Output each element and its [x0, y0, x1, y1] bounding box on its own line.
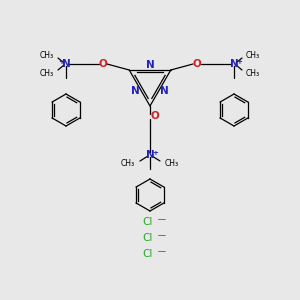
- Text: −: −: [157, 230, 167, 242]
- Text: +: +: [152, 150, 158, 156]
- Text: CH₃: CH₃: [40, 50, 54, 59]
- Text: CH₃: CH₃: [40, 68, 54, 77]
- Text: N: N: [61, 59, 70, 69]
- Text: Cl: Cl: [143, 249, 153, 259]
- Text: O: O: [151, 111, 159, 121]
- Text: −: −: [157, 245, 167, 259]
- Text: CH₃: CH₃: [165, 158, 179, 167]
- Text: N: N: [230, 59, 238, 69]
- Text: CH₃: CH₃: [246, 68, 260, 77]
- Text: −: −: [157, 214, 167, 226]
- Text: +: +: [58, 59, 64, 65]
- Text: Cl: Cl: [143, 233, 153, 243]
- Text: O: O: [193, 59, 201, 69]
- Text: N: N: [131, 85, 140, 95]
- Text: O: O: [99, 59, 107, 69]
- Text: CH₃: CH₃: [246, 50, 260, 59]
- Text: N: N: [146, 60, 154, 70]
- Text: Cl: Cl: [143, 217, 153, 227]
- Text: +: +: [236, 59, 242, 65]
- Text: N: N: [146, 150, 154, 160]
- Text: CH₃: CH₃: [121, 158, 135, 167]
- Text: N: N: [160, 85, 169, 95]
